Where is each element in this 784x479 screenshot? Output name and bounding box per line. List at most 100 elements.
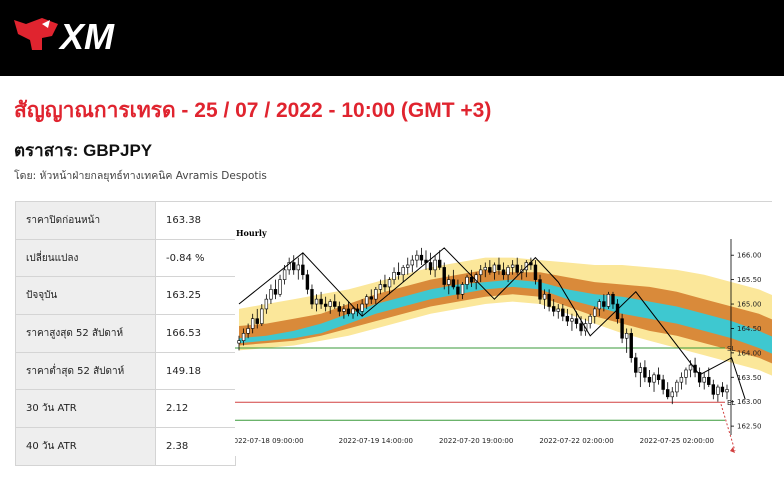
x-tick-label: 2022-07-18 09:00:00 bbox=[235, 437, 304, 445]
candle-body bbox=[342, 308, 346, 312]
candle-body bbox=[542, 293, 547, 300]
projection-arrow bbox=[720, 404, 736, 452]
candle-body bbox=[661, 379, 665, 390]
candle-body bbox=[365, 296, 369, 305]
candle-body bbox=[319, 298, 323, 305]
candle-body bbox=[351, 308, 355, 315]
candle-body bbox=[716, 386, 720, 395]
y-tick-label: 166.00 bbox=[737, 252, 762, 260]
price-chart-svg: Hourly SLEL166.00165.50165.00164.50164.0… bbox=[235, 201, 772, 453]
candle-body bbox=[378, 284, 383, 290]
x-tick-label: 2022-07-20 19:00:00 bbox=[439, 437, 513, 445]
candle-body bbox=[533, 264, 538, 280]
y-tick-label: 163.00 bbox=[737, 398, 762, 406]
stats-label: 30 วัน ATR bbox=[15, 389, 156, 429]
candle-body bbox=[597, 301, 601, 310]
candle-body bbox=[465, 276, 469, 285]
stats-value: 149.18 bbox=[155, 351, 236, 391]
zigzag-line bbox=[238, 247, 746, 400]
candle-body bbox=[602, 301, 606, 307]
x-tick-label: 2022-07-19 14:00:00 bbox=[339, 437, 413, 445]
header-bar: XM bbox=[0, 0, 784, 76]
xm-logo[interactable]: XM bbox=[12, 14, 132, 54]
candle-body bbox=[447, 279, 451, 285]
stats-label: ราคาสูงสุด 52 สัปดาห์ bbox=[15, 314, 156, 353]
candle-body bbox=[679, 376, 684, 383]
candle-body bbox=[492, 264, 497, 273]
candle-body bbox=[406, 264, 410, 268]
y-tick-label: 164.00 bbox=[737, 349, 762, 357]
candle-body bbox=[551, 306, 556, 312]
candle-body bbox=[301, 264, 305, 276]
candle-body bbox=[428, 262, 433, 271]
band-middle bbox=[239, 269, 772, 364]
candle-body bbox=[260, 308, 264, 324]
stats-label: ราคาปิดก่อนหน้า bbox=[15, 201, 156, 240]
stats-label: ปัจจุบัน bbox=[15, 276, 156, 316]
candle-body bbox=[292, 262, 296, 271]
candle-body bbox=[497, 264, 501, 271]
stats-label: เปลี่ยนแปลง bbox=[15, 238, 156, 278]
candle-body bbox=[688, 364, 693, 371]
candle-body bbox=[510, 264, 515, 268]
candle-body bbox=[250, 318, 255, 329]
candle-body bbox=[656, 374, 661, 381]
candle-body bbox=[675, 381, 679, 393]
x-tick-label: 2022-07-22 02:00:00 bbox=[539, 437, 613, 445]
candle-body bbox=[296, 264, 300, 271]
candle-body bbox=[561, 308, 565, 317]
stats-value: 166.53 bbox=[155, 314, 236, 353]
candle-body bbox=[287, 262, 291, 271]
stats-row-atr-40: 40 วัน ATR 2.38 bbox=[15, 427, 236, 466]
candle-body bbox=[442, 267, 446, 285]
candle-body bbox=[451, 279, 456, 288]
candle-body bbox=[369, 296, 373, 300]
candle-body bbox=[697, 372, 702, 383]
candle-body bbox=[383, 284, 387, 288]
stats-row-52w-high: ราคาสูงสุด 52 สัปดาห์ 166.53 bbox=[15, 314, 236, 353]
candle-body bbox=[415, 254, 419, 261]
stats-value: 2.12 bbox=[155, 389, 236, 429]
candle-body bbox=[652, 374, 656, 383]
stats-row-change: เปลี่ยนแปลง -0.84 % bbox=[15, 238, 236, 278]
candle-body bbox=[387, 279, 392, 288]
stats-row-52w-low: ราคาต่ำสุด 52 สัปดาห์ 149.18 bbox=[15, 351, 236, 391]
candle-body bbox=[269, 289, 273, 300]
candle-body bbox=[328, 301, 332, 307]
price-chart: Hourly SLEL166.00165.50165.00164.50164.0… bbox=[235, 201, 772, 456]
candle-body bbox=[360, 303, 364, 312]
candle-body bbox=[333, 301, 337, 307]
stats-table: ราคาปิดก่อนหน้า 163.38 เปลี่ยนแปลง -0.84… bbox=[15, 201, 236, 466]
candle-body bbox=[647, 376, 652, 383]
signal-title: สัญญาณการเทรด - 25 / 07 / 2022 - 10:00 (… bbox=[14, 99, 492, 122]
stats-value: 163.25 bbox=[155, 276, 236, 316]
stats-row-current: ปัจจุบัน 163.25 bbox=[15, 276, 236, 316]
candle-body bbox=[241, 333, 246, 341]
projection-arrow-head bbox=[730, 447, 735, 453]
candle-body bbox=[606, 293, 611, 307]
stats-value: 163.38 bbox=[155, 201, 236, 240]
candle-body bbox=[305, 274, 310, 290]
candle-body bbox=[410, 259, 415, 266]
candle-body bbox=[624, 333, 629, 339]
candle-body bbox=[460, 284, 465, 295]
candle-body bbox=[419, 254, 424, 261]
instrument-title: ตราสาร: GBPJPY bbox=[14, 141, 153, 160]
candle-body bbox=[593, 308, 597, 317]
candle-body bbox=[282, 269, 287, 280]
candle-body bbox=[702, 376, 706, 383]
candle-body bbox=[725, 389, 729, 393]
candle-body bbox=[483, 267, 487, 271]
candle-body bbox=[611, 293, 615, 305]
y-tick-label: 165.00 bbox=[737, 301, 762, 309]
candle-body bbox=[474, 274, 478, 283]
xm-logo-bull-icon bbox=[14, 18, 58, 50]
candle-body bbox=[615, 303, 620, 319]
y-tick-label: 162.50 bbox=[737, 423, 762, 431]
y-tick-label: 164.50 bbox=[737, 325, 762, 333]
candle-body bbox=[246, 328, 250, 334]
candle-body bbox=[314, 298, 319, 305]
candle-body bbox=[337, 306, 342, 312]
chart-timeframe-label: Hourly bbox=[236, 228, 267, 238]
band-inner bbox=[239, 279, 772, 354]
